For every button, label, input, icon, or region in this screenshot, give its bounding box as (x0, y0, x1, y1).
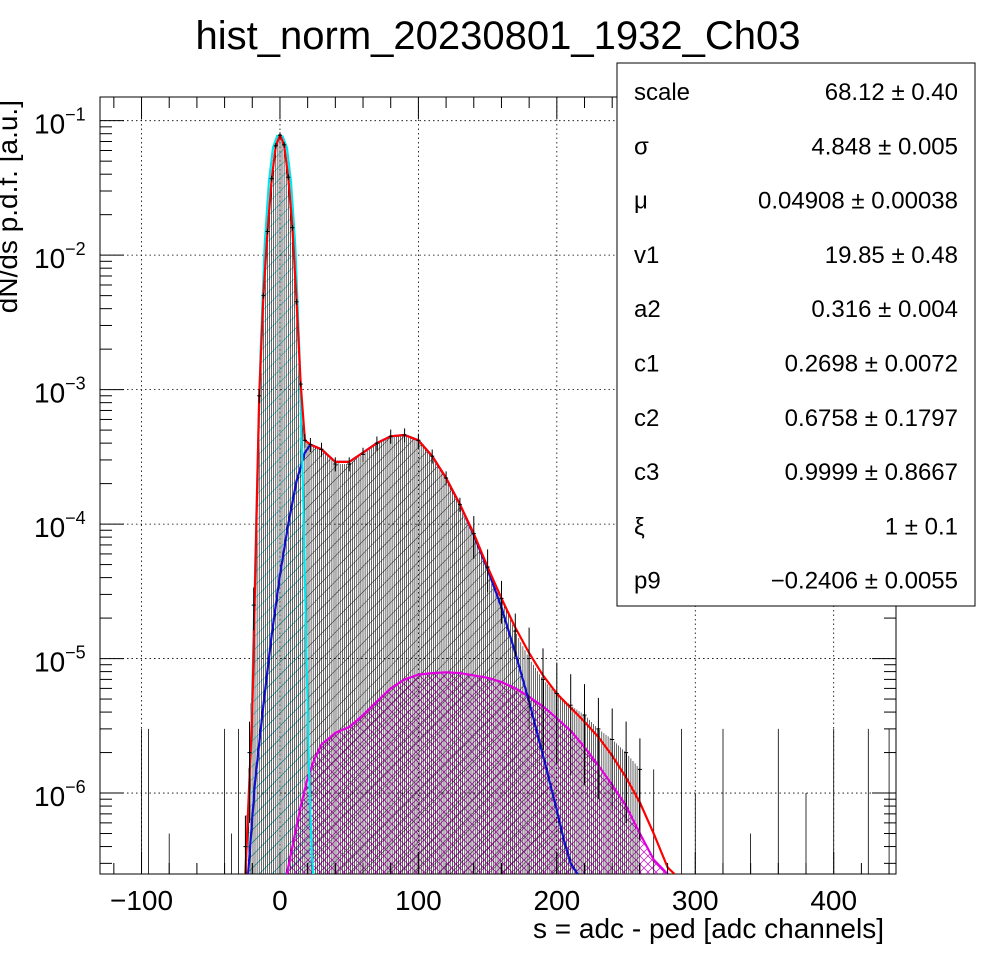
y-tick-labels: 10−6 10−5 10−4 10−3 10−2 10−1 (34, 105, 86, 812)
y-axis-title: dN/ds p.d.f. [a.u.] (0, 100, 23, 313)
stat-value: 0.316 ± 0.004 (811, 296, 958, 323)
stat-name: σ (634, 133, 649, 160)
total-fit-curve (244, 132, 676, 874)
x-tick-label: 400 (810, 885, 857, 916)
stat-name: scale (634, 79, 690, 106)
stat-name: ξ (634, 513, 645, 540)
stat-value: 4.848 ± 0.005 (811, 133, 958, 160)
y-tick-label: 10−5 (34, 643, 86, 678)
x-tick-label: −100 (110, 885, 173, 916)
stat-value: 19.85 ± 0.48 (825, 242, 958, 269)
y-tick-label: 10−3 (34, 374, 86, 409)
stat-name: a2 (634, 296, 661, 323)
stat-value: 0.6758 ± 0.1797 (785, 405, 958, 432)
x-tick-label: 300 (672, 885, 719, 916)
stat-name: v1 (634, 242, 659, 269)
x-tick-label: 0 (272, 885, 288, 916)
y-tick-label: 10−6 (34, 777, 86, 812)
stat-name: c2 (634, 405, 659, 432)
y-tick-label: 10−1 (34, 105, 86, 140)
stat-value: −0.2406 ± 0.0055 (771, 568, 958, 595)
y-tick-label: 10−4 (34, 508, 86, 543)
x-tick-label: 100 (395, 885, 442, 916)
stat-value: 0.9999 ± 0.8667 (785, 459, 958, 486)
stat-name: c3 (634, 459, 659, 486)
stat-name: c1 (634, 351, 659, 378)
stats-rows: scale 68.12 ± 0.40 σ 4.848 ± 0.005 μ 0.04908 … (634, 79, 958, 595)
chart-title: hist_norm_20230801_1932_Ch03 (196, 14, 801, 58)
stat-value: 0.04908 ± 0.00038 (758, 188, 958, 215)
stat-name: μ (634, 188, 648, 215)
data-error-bars (243, 132, 642, 874)
stat-name: p9 (634, 568, 661, 595)
stats-box: scale 68.12 ± 0.40 σ 4.848 ± 0.005 μ 0.04908 … (616, 62, 976, 607)
stat-value: 1 ± 0.1 (885, 513, 958, 540)
x-axis-title: s = adc - ped [adc channels] (533, 913, 884, 944)
stat-value: 68.12 ± 0.40 (825, 79, 958, 106)
x-tick-label: 200 (533, 885, 580, 916)
y-tick-label: 10−2 (34, 239, 86, 274)
stat-value: 0.2698 ± 0.0072 (785, 351, 958, 378)
x-tick-labels: −100 0 100 200 300 400 (110, 885, 857, 916)
fit-curves (244, 132, 676, 874)
stats-box-frame (616, 62, 976, 607)
